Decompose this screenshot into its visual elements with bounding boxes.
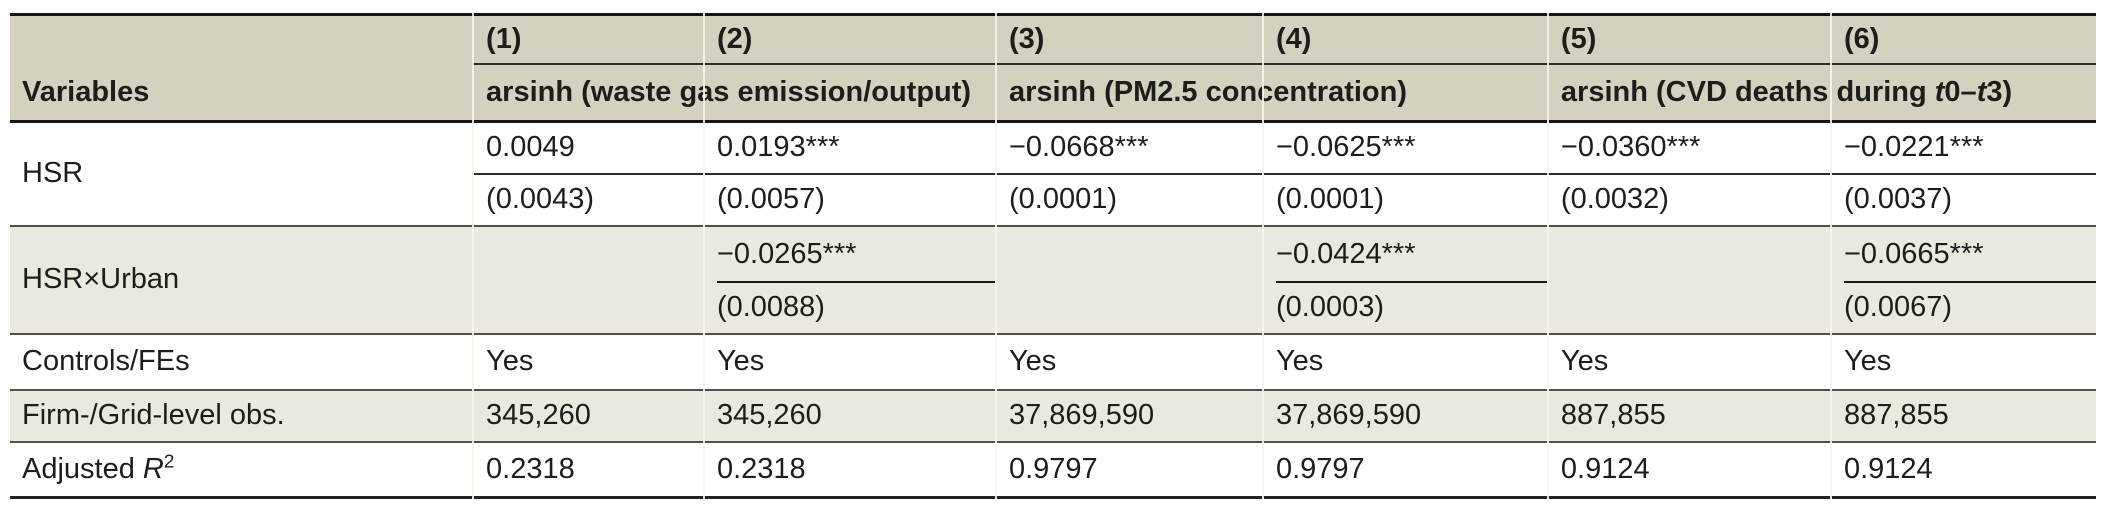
row-label-observations: Firm-/Grid-level obs. — [10, 391, 473, 443]
hsr-urban-stderr-4: (0.0003) — [1261, 283, 1547, 335]
adjusted-r2-value-6: 0.9124 — [1829, 443, 2096, 499]
adjusted-r2-value-3: 0.9797 — [994, 443, 1262, 499]
adjusted-r2-row: Adjusted R2 0.2318 0.2318 0.9797 0.9797 … — [10, 443, 2096, 499]
observations-value-3: 37,869,590 — [994, 391, 1262, 443]
column-number-5: (5) — [1546, 13, 1830, 65]
column-number-6: (6) — [1829, 13, 2096, 65]
hsr-urban-coefficient-4: −0.0424*** — [1261, 227, 1547, 283]
observations-value-6: 887,855 — [1829, 391, 2096, 443]
observations-row: Firm-/Grid-level obs. 345,260 345,260 37… — [10, 391, 2096, 443]
hsr-urban-coefficient-row: HSR×Urban −0.0265*** −0.0424*** −0.0665*… — [10, 227, 2096, 335]
adjusted-r2-value-2: 0.2318 — [702, 443, 995, 499]
hsr-urban-stderr-3 — [994, 283, 1262, 335]
column-number-4: (4) — [1261, 13, 1547, 65]
hsr-urban-stderr-row: (0.0088) (0.0003) (0.0067) — [10, 283, 2096, 335]
variables-header: Variables — [10, 65, 473, 123]
controls-value-4: Yes — [1261, 335, 1547, 391]
group-header-waste-gas: arsinh (waste gas emission/output) — [472, 65, 995, 123]
controls-value-3: Yes — [994, 335, 1262, 391]
hsr-coefficient-3: −0.0668*** — [994, 123, 1262, 175]
column-number-3: (3) — [994, 13, 1262, 65]
row-label-hsr-urban: HSR×Urban — [10, 227, 473, 335]
hsr-stderr-1: (0.0043) — [472, 175, 703, 227]
adjusted-r2-value-1: 0.2318 — [472, 443, 703, 499]
hsr-coefficient-2: 0.0193*** — [702, 123, 995, 175]
hsr-coefficient-6: −0.0221*** — [1829, 123, 2096, 175]
header-corner-spacer — [10, 13, 473, 65]
controls-value-5: Yes — [1546, 335, 1830, 391]
row-label-adjusted-r2: Adjusted R2 — [10, 443, 473, 499]
group-header-pm25: arsinh (PM2.5 concentration) — [994, 65, 1547, 123]
hsr-urban-coefficient-1 — [472, 227, 703, 283]
regression-table-wrapper: (1) (2) (3) (4) (5) (6) Variables arsinh… — [10, 13, 2096, 499]
observations-value-4: 37,869,590 — [1261, 391, 1547, 443]
row-label-hsr: HSR — [10, 123, 473, 227]
hsr-urban-coefficient-3 — [994, 227, 1262, 283]
controls-value-2: Yes — [702, 335, 995, 391]
header-row-column-numbers: (1) (2) (3) (4) (5) (6) — [10, 13, 2096, 65]
hsr-coefficient-4: −0.0625*** — [1261, 123, 1547, 175]
observations-value-1: 345,260 — [472, 391, 703, 443]
hsr-stderr-5: (0.0032) — [1546, 175, 1830, 227]
hsr-urban-stderr-1 — [472, 283, 703, 335]
observations-value-2: 345,260 — [702, 391, 995, 443]
column-number-2: (2) — [702, 13, 995, 65]
controls-value-6: Yes — [1829, 335, 2096, 391]
row-label-controls: Controls/FEs — [10, 335, 473, 391]
hsr-urban-stderr-6: (0.0067) — [1829, 283, 2096, 335]
adjusted-r2-value-4: 0.9797 — [1261, 443, 1547, 499]
hsr-urban-coefficient-2: −0.0265*** — [702, 227, 995, 283]
hsr-urban-stderr-5 — [1546, 283, 1830, 335]
group-header-cvd-deaths: arsinh (CVD deaths during t0–t3) — [1546, 65, 2096, 123]
hsr-urban-coefficient-5 — [1546, 227, 1830, 283]
column-number-1: (1) — [472, 13, 703, 65]
hsr-coefficient-1: 0.0049 — [472, 123, 703, 175]
hsr-coefficient-5: −0.0360*** — [1546, 123, 1830, 175]
hsr-stderr-3: (0.0001) — [994, 175, 1262, 227]
hsr-stderr-row: (0.0043) (0.0057) (0.0001) (0.0001) (0.0… — [10, 175, 2096, 227]
regression-results-table: (1) (2) (3) (4) (5) (6) Variables arsinh… — [10, 13, 2096, 499]
header-row-dependent-variables: Variables arsinh (waste gas emission/out… — [10, 65, 2096, 123]
observations-value-5: 887,855 — [1546, 391, 1830, 443]
adjusted-r2-value-5: 0.9124 — [1546, 443, 1830, 499]
hsr-stderr-2: (0.0057) — [702, 175, 995, 227]
hsr-coefficient-row: HSR 0.0049 0.0193*** −0.0668*** −0.0625*… — [10, 123, 2096, 227]
hsr-stderr-6: (0.0037) — [1829, 175, 2096, 227]
hsr-urban-stderr-2: (0.0088) — [702, 283, 995, 335]
controls-fes-row: Controls/FEs Yes Yes Yes Yes Yes Yes — [10, 335, 2096, 391]
hsr-urban-coefficient-6: −0.0665*** — [1829, 227, 2096, 283]
controls-value-1: Yes — [472, 335, 703, 391]
hsr-stderr-4: (0.0001) — [1261, 175, 1547, 227]
